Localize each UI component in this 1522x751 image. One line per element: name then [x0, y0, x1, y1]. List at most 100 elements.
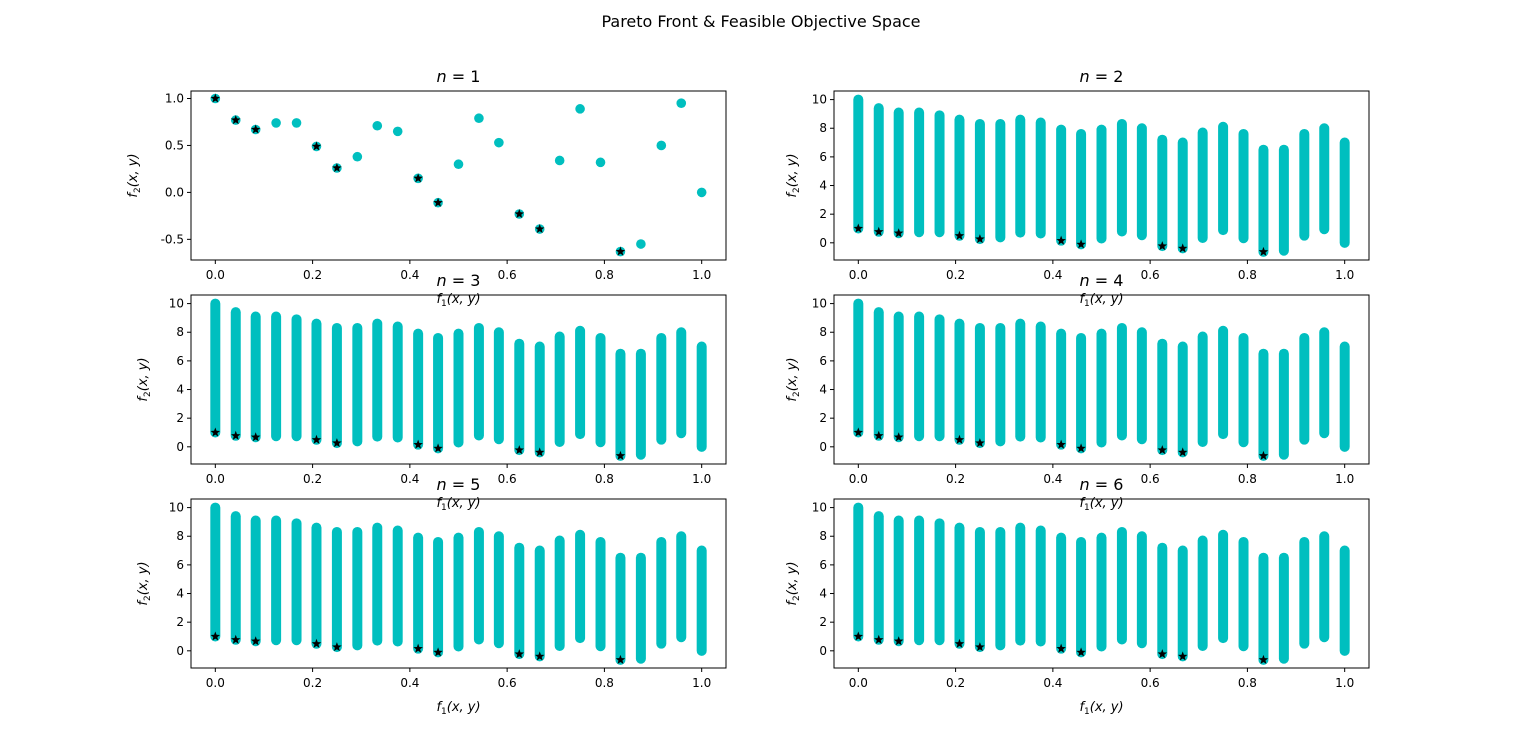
pareto-star	[873, 226, 884, 236]
pareto-star	[210, 93, 221, 103]
feasible-column	[1278, 552, 1289, 664]
y-tick-label: 8	[819, 325, 827, 339]
pareto-star	[853, 631, 864, 641]
feasible-column	[271, 311, 282, 442]
pareto-star	[1157, 445, 1168, 455]
pareto-star	[413, 439, 423, 449]
feasible-column	[534, 341, 545, 458]
y-tick-label: 10	[812, 297, 827, 311]
y-tick-label: 6	[819, 558, 827, 572]
pareto-star	[975, 234, 985, 244]
feasible-column	[1116, 322, 1127, 441]
feasible-column	[954, 522, 965, 649]
feasible-column	[230, 511, 241, 645]
x-tick-label: 0.6	[1141, 268, 1160, 282]
feasible-column	[1299, 332, 1310, 445]
x-tick-label: 0.2	[303, 472, 322, 486]
feasible-column	[595, 332, 606, 448]
feasible-point	[575, 104, 585, 114]
subplot-6: 0.0 0.2 0.4 0.6 0.8 1.0 0 2 4 6 8 10 n = 6 f1(x, y) f2…	[785, 475, 1370, 717]
x-tick-label: 0.8	[595, 472, 614, 486]
feasible-column	[210, 298, 221, 438]
feasible-column	[473, 322, 484, 441]
feasible-column	[534, 545, 545, 662]
y-axis-label: f2(x, y)	[785, 357, 802, 401]
feasible-column	[1238, 536, 1249, 652]
pareto-star	[230, 115, 241, 125]
feasible-column	[914, 107, 925, 238]
feasible-column	[554, 535, 565, 651]
pareto-star	[534, 447, 545, 457]
feasible-point	[595, 157, 606, 168]
pareto-star	[332, 642, 342, 652]
y-tick-label: 8	[176, 325, 184, 339]
y-tick-label: 0	[819, 440, 827, 454]
pareto-star	[873, 634, 884, 644]
feasible-point	[474, 113, 484, 124]
feasible-column	[995, 118, 1006, 243]
pareto-star	[954, 434, 965, 444]
y-axis-label: f2(x, y)	[136, 561, 153, 605]
feasible-column	[1096, 328, 1107, 448]
feasible-column	[250, 311, 261, 443]
feasible-column	[656, 536, 667, 649]
y-tick-label: 2	[819, 207, 827, 221]
pareto-star	[514, 649, 525, 659]
feasible-column	[331, 526, 342, 653]
x-tick-label: 0.4	[400, 472, 419, 486]
feasible-column	[615, 348, 626, 461]
y-axis-label: f2(x, y)	[785, 561, 802, 605]
feasible-column	[493, 327, 504, 445]
feasible-column	[934, 518, 945, 646]
pareto-star	[893, 228, 904, 238]
subplot-title: n = 2	[1080, 67, 1124, 86]
feasible-column	[873, 103, 884, 237]
pareto-star	[433, 443, 443, 453]
axes-frame	[833, 498, 1370, 669]
subplot-2: 0.0 0.2 0.4 0.6 0.8 1.0 0 2 4 6 8 10 n = 2 f1(x, y) f2…	[785, 67, 1370, 309]
feasible-column	[1056, 328, 1067, 450]
plot-area	[853, 94, 1350, 257]
feasible-column	[473, 526, 484, 645]
x-tick-label: 0.8	[595, 268, 614, 282]
pareto-star	[873, 430, 884, 440]
x-tick-label: 0.8	[1238, 268, 1257, 282]
feasible-point	[676, 98, 687, 109]
y-tick-label: 4	[176, 587, 184, 601]
feasible-column	[1339, 137, 1350, 248]
feasible-column	[311, 318, 322, 445]
x-axis-label: f1(x, y)	[436, 496, 480, 513]
x-tick-label: 0.4	[400, 268, 419, 282]
feasible-column	[853, 94, 864, 234]
subplot-1: 0.0 0.2 0.4 0.6 0.8 1.0 -0.5 0.0 0.5 1.0 n = 1 f1(x…	[126, 67, 727, 309]
feasible-column	[954, 114, 965, 241]
y-tick-label: 0	[176, 644, 184, 658]
y-tick-label: 2	[176, 615, 184, 629]
pareto-star	[534, 224, 545, 234]
feasible-column	[1015, 522, 1026, 646]
y-tick-label: 0	[176, 440, 184, 454]
x-tick-label: 0.0	[206, 472, 225, 486]
feasible-point	[554, 155, 565, 166]
subplot-title: n = 4	[1080, 271, 1124, 290]
axes-frame	[190, 498, 727, 669]
feasible-column	[1238, 128, 1249, 244]
pareto-star	[893, 432, 904, 442]
pareto-star	[433, 647, 443, 657]
feasible-column	[1157, 338, 1168, 456]
subplot-title: n = 1	[437, 67, 481, 86]
feasible-column	[893, 515, 904, 647]
feasible-column	[1258, 552, 1269, 665]
y-tick-label: -0.5	[161, 232, 184, 246]
feasible-column	[1157, 542, 1168, 660]
feasible-column	[995, 526, 1006, 651]
x-tick-label: 0.2	[946, 676, 965, 690]
feasible-column	[1339, 545, 1350, 656]
x-tick-label: 0.8	[1238, 472, 1257, 486]
feasible-column	[575, 529, 586, 644]
plot-area	[853, 502, 1350, 665]
feasible-column	[696, 545, 707, 656]
figure-suptitle: Pareto Front & Feasible Objective Space	[601, 12, 921, 31]
x-tick-label: 0.4	[1043, 676, 1062, 690]
